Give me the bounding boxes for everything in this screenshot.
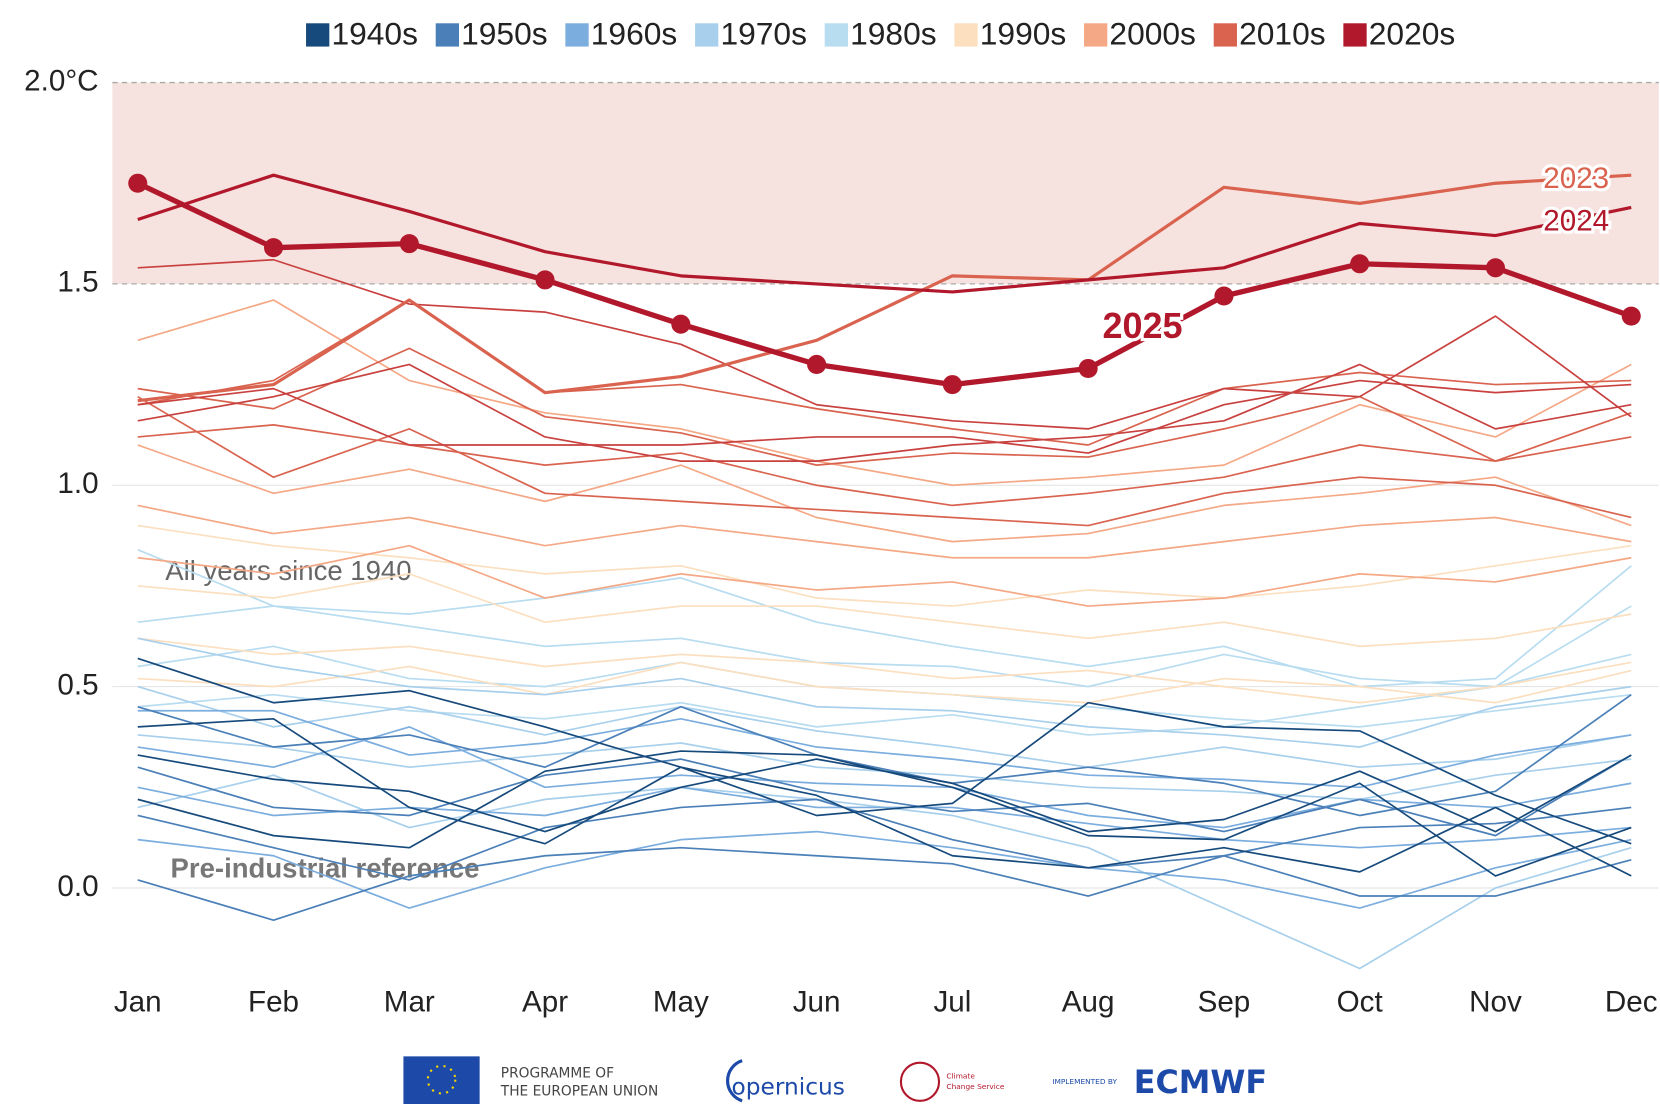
series-line [137,786,1632,849]
implemented-text: IMPLEMENTED BY [1052,1077,1117,1086]
series-line [137,693,1632,817]
series-line [137,750,1632,877]
marker [1621,306,1641,326]
series-line [137,657,1632,877]
series-line [137,726,1632,829]
series-line [137,548,1632,688]
series-line [137,258,1632,430]
marker [807,354,827,374]
x-tick-label: Aug [1062,985,1115,1018]
c3s-text: Change Service [946,1082,1004,1091]
x-tick-label: Mar [384,985,435,1018]
marker [671,314,691,334]
x-tick-label: Jul [933,985,971,1018]
legend-swatch [565,23,589,47]
annotation: Pre-industrial reference [171,852,480,883]
legend-swatch [1084,23,1108,47]
legend-label: 1950s [461,15,548,51]
series-line [137,444,1632,543]
marker [1485,258,1505,278]
x-tick-label: Jun [793,985,841,1018]
series-line [137,661,1632,704]
series-line [137,347,1632,466]
legend-swatch [695,23,719,47]
series-line [137,504,1632,559]
c3s-text: Climate [946,1071,975,1080]
copernicus-mark [726,1059,743,1103]
series-line [137,798,1632,881]
legend-label: 2000s [1109,15,1196,51]
x-tick-label: Feb [248,985,299,1018]
x-tick-label: Jan [114,985,162,1018]
marker [942,375,962,395]
legend-swatch [824,23,848,47]
series-line [137,685,1632,769]
series-line [137,524,1632,607]
series-label: 2024 [1543,204,1609,237]
series-label: 2023 [1543,162,1609,195]
x-tick-label: Nov [1469,985,1522,1018]
series-line [137,830,1632,909]
eu-text: PROGRAMME OF [501,1065,614,1081]
x-tick-label: Sep [1198,985,1251,1018]
legend-label: 1940s [331,15,418,51]
series-line [137,363,1632,462]
series-line [137,701,1632,845]
c3s-mark [899,1061,941,1102]
y-tick-label: 1.0 [57,467,98,500]
x-tick-label: Dec [1605,985,1658,1018]
x-tick-label: May [653,985,709,1018]
y-tick-label: 1.5 [57,266,98,299]
legend-label: 2010s [1239,15,1326,51]
y-tick-label: 0.5 [57,668,98,701]
series-line [137,637,1632,748]
legend-label: 1960s [591,15,678,51]
series-line [137,544,1632,607]
threshold-band [112,82,1659,284]
x-tick-label: Oct [1337,985,1384,1018]
series-line [137,424,1632,507]
marker [1350,254,1370,274]
series-line [137,637,1632,704]
legend-label: 1980s [850,15,937,51]
legend-label: 2020s [1369,15,1456,51]
y-tick-label: 0.0 [57,870,98,903]
series-line [136,180,1633,388]
x-tick-label: Apr [522,985,568,1018]
marker [399,234,419,254]
series-line [137,173,1632,294]
series-line [137,846,1632,922]
series-line [137,395,1632,527]
series-line [137,173,1632,403]
series-line [137,573,1632,648]
eu-flag [403,1056,480,1104]
copernicus-text: opernicus [732,1074,845,1101]
legend-swatch [435,23,460,47]
legend-swatch [306,23,330,47]
ecmwf-text: ECMWF [1134,1065,1267,1101]
eu-text: THE EUROPEAN UNION [500,1083,658,1099]
series-line [137,299,1632,487]
legend-swatch [954,23,978,47]
series-line [137,754,1632,837]
legend-label: 1970s [720,15,807,51]
marker [535,270,555,290]
legend: 1940s 1950s 1960s 1970s 1980s 1990s 2000s 2010s… [306,15,1455,51]
series-line [137,565,1632,688]
legend-swatch [1213,23,1237,47]
series-label: 2025 [1102,305,1182,346]
footer: PROGRAMME OF THE EUROPEAN UNION opernicu… [403,1056,1267,1104]
legend-label: 1990s [980,15,1067,51]
marker [263,238,284,258]
marker [1214,286,1234,306]
legend-swatch [1343,23,1367,47]
series-line [137,605,1632,736]
y-tick-label: 2.0°C [24,64,98,97]
series-line [137,734,1632,801]
marker [1078,358,1098,379]
marker [128,173,148,193]
series-line [137,379,1632,454]
